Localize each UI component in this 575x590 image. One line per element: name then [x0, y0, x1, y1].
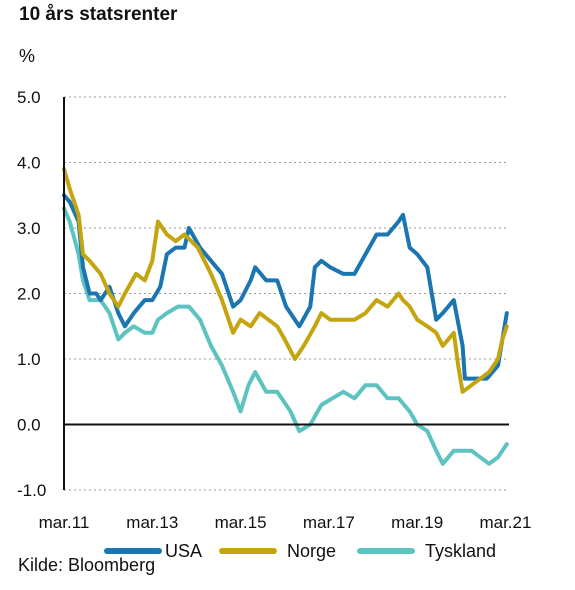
y-axis-unit-label: %	[19, 46, 36, 66]
y-tick-label: 1.0	[17, 350, 41, 369]
y-tick-label: 4.0	[17, 154, 41, 173]
x-tick-label: mar.21	[479, 513, 531, 532]
legend-label-usa: USA	[165, 541, 202, 561]
x-tick-label: mar.11	[39, 513, 90, 532]
chart-title: 10 års statsrenter	[19, 4, 178, 25]
y-tick-label: -1.0	[17, 481, 46, 500]
x-tick-label: mar.19	[391, 513, 443, 532]
series-line-usa	[62, 193, 509, 381]
legend: USA Norge Tyskland	[104, 541, 496, 561]
series-line-tyskland	[62, 206, 509, 466]
gridlines	[64, 96, 509, 491]
y-tick-label: 0.0	[17, 416, 41, 435]
y-tick-label: 3.0	[17, 219, 41, 238]
series-line-norge	[62, 167, 509, 394]
legend-label-tyskland: Tyskland	[425, 541, 496, 561]
x-tick-label: mar.15	[215, 513, 267, 532]
legend-label-norge: Norge	[287, 541, 336, 561]
x-tick-label: mar.13	[126, 513, 178, 532]
axes	[63, 97, 509, 490]
x-tick-label: mar.17	[303, 513, 355, 532]
y-axis-ticks: 5.0 4.0 3.0 2.0 1.0 0.0 -1.0	[17, 88, 46, 500]
y-tick-label: 5.0	[17, 88, 41, 107]
series-lines	[62, 167, 509, 466]
source-note: Kilde: Bloomberg	[18, 555, 156, 575]
x-axis-ticks: mar.11 mar.13 mar.15 mar.17 mar.19 mar.21	[39, 513, 532, 532]
y-tick-label: 2.0	[17, 285, 41, 304]
